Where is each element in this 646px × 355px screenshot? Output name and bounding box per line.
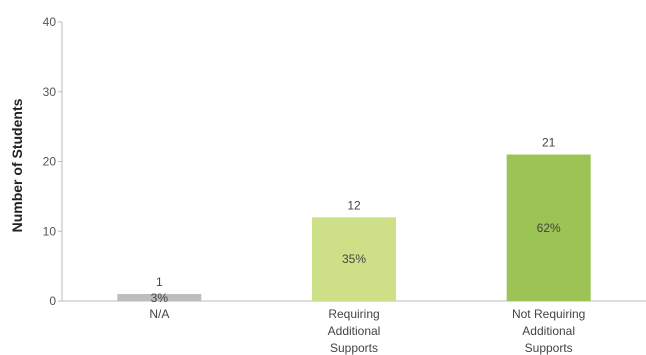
category-label-line: Additional [522, 324, 575, 338]
category-label: N/A [149, 307, 169, 321]
percent-label: 3% [151, 291, 169, 305]
category-label-line: Additional [328, 324, 381, 338]
y-tick-label: 40 [43, 15, 57, 29]
percent-label: 35% [342, 252, 366, 266]
category-label: Not Requiring Additional Supports [512, 307, 585, 355]
y-tick-label: 20 [43, 155, 57, 169]
value-label: 1 [156, 275, 163, 289]
y-axis-label: Number of Students [9, 98, 25, 232]
category-label-line: Supports [330, 341, 378, 355]
bars [117, 154, 591, 301]
value-label: 12 [347, 198, 361, 212]
percent-label: 62% [537, 221, 561, 235]
category-label-line: N/A [149, 307, 169, 321]
bar [117, 294, 202, 301]
category-label-line: Supports [525, 341, 573, 355]
y-tick-label: 30 [43, 85, 57, 99]
y-tick-label: 0 [49, 294, 56, 308]
bar-labels: 1 3% N/A 12 35% Requiring Additional Supports 21… [149, 136, 585, 355]
category-label: Requiring Additional Supports [328, 307, 381, 355]
value-label: 21 [542, 136, 556, 150]
category-label-line: Requiring [328, 307, 379, 321]
y-tick-label: 10 [43, 224, 57, 238]
category-label-line: Not Requiring [512, 307, 585, 321]
bar [312, 217, 396, 301]
y-ticks: 0 10 20 30 40 [43, 15, 62, 308]
bar [506, 154, 591, 301]
